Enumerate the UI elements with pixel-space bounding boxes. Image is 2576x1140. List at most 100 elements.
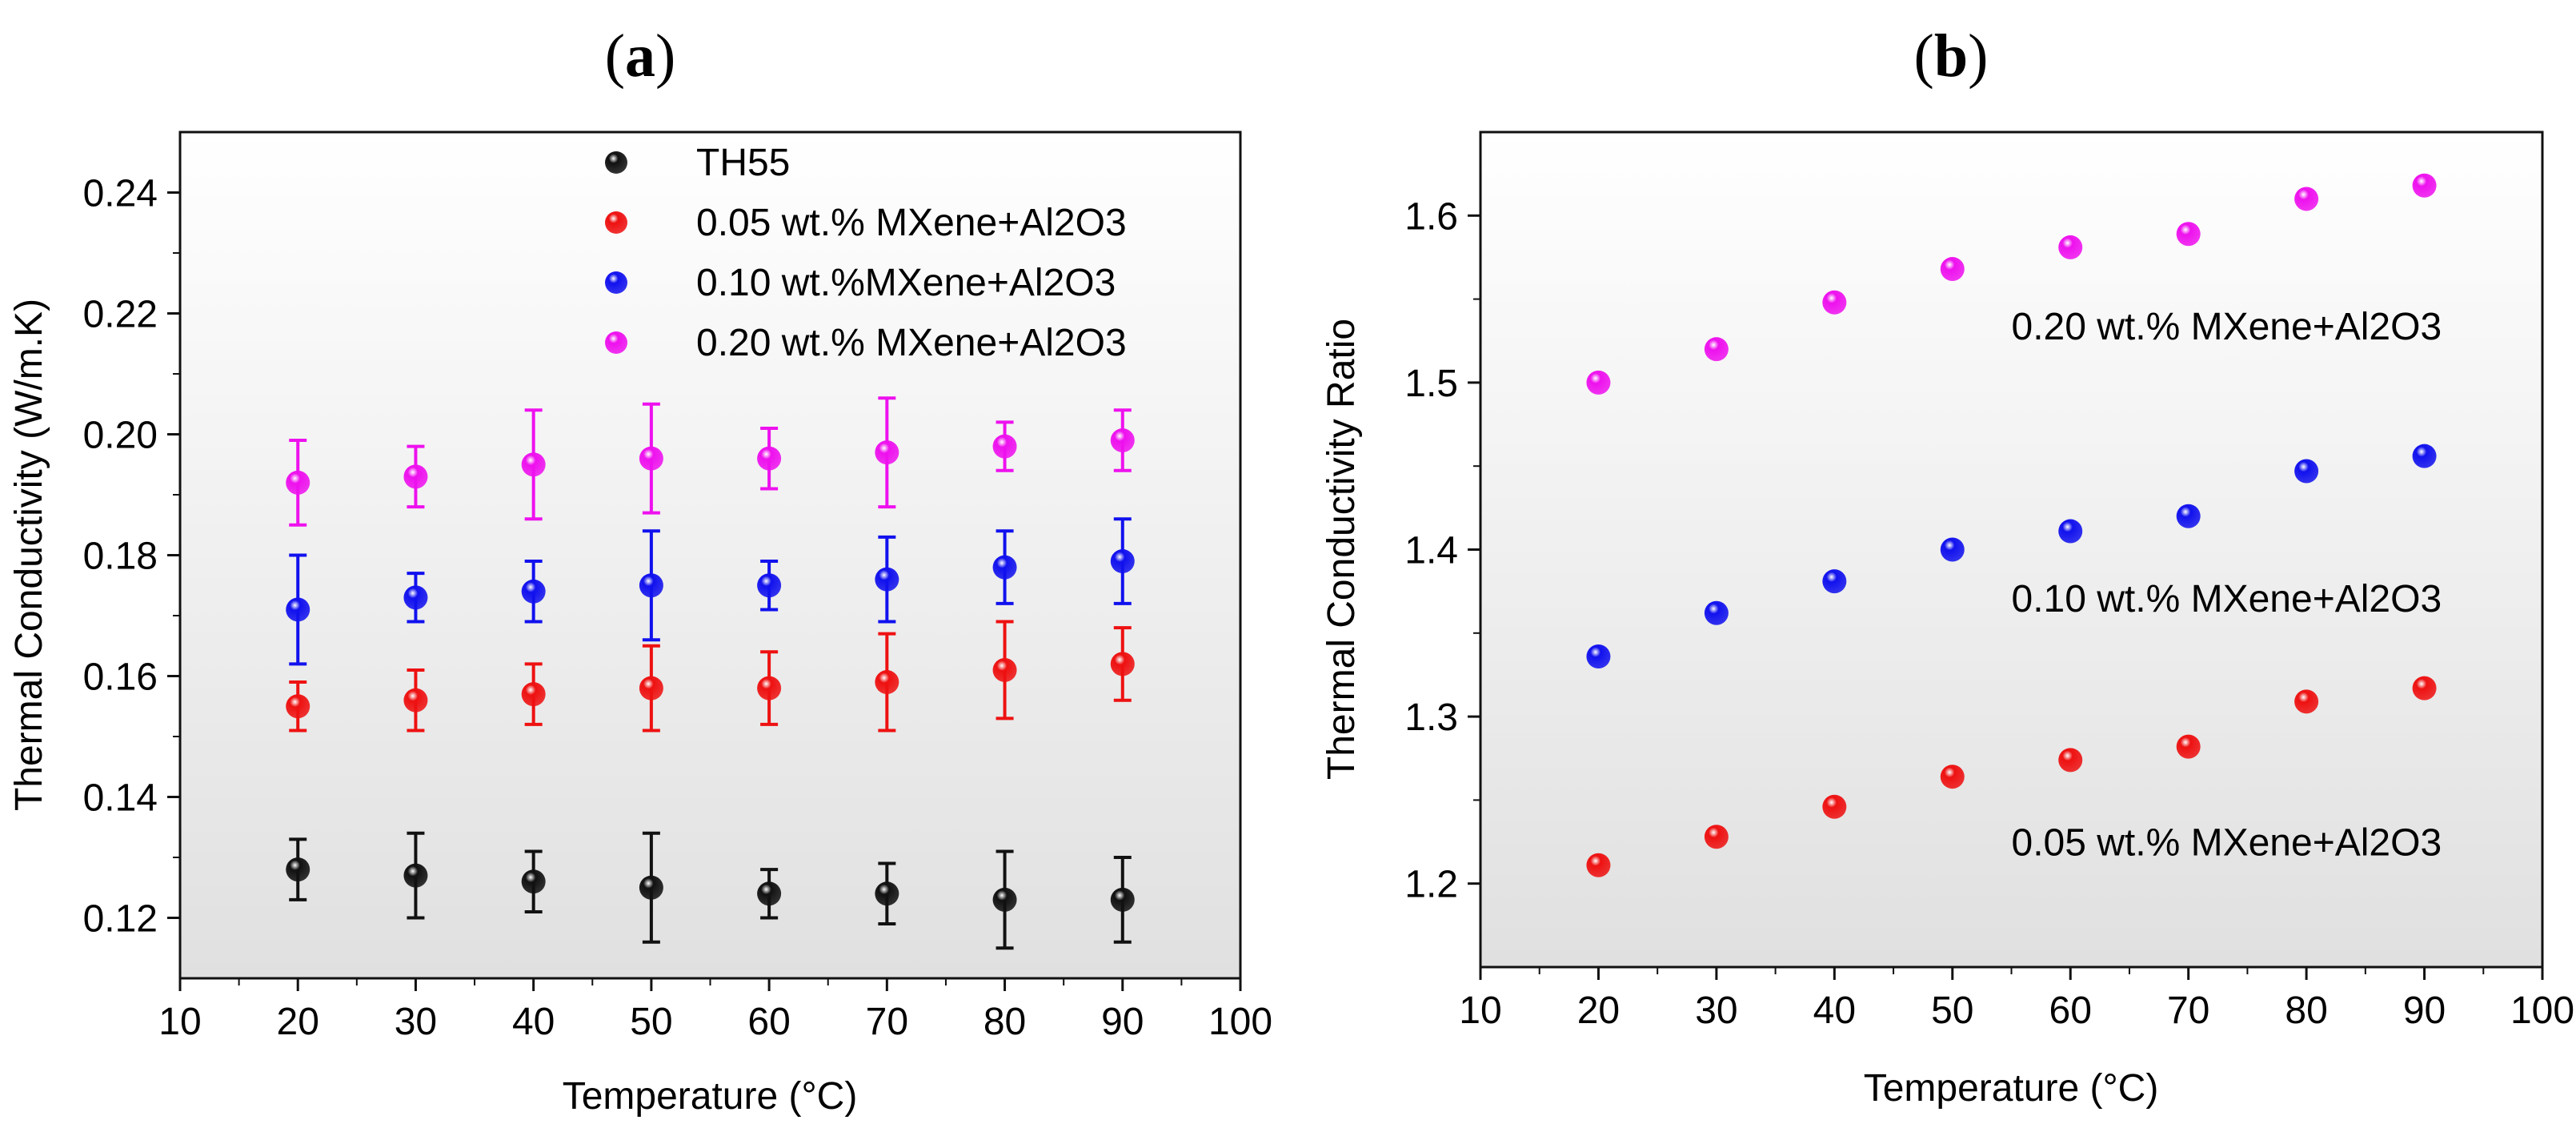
data-point-0-20-wt-mxene-al2o3: [1586, 370, 1611, 395]
panel-a-y-tick-label: 0.24: [83, 173, 158, 215]
data-point-0-20-wt-mxene-al2o3: [639, 446, 663, 471]
data-point-0-05-wt-mxene-al2o3: [2176, 734, 2201, 759]
data-point-th55: [757, 881, 782, 906]
data-point-0-05-wt-mxene-al2o3: [639, 676, 663, 700]
panel-b-points: [1586, 173, 2437, 877]
panel-a-x-tick-label: 60: [747, 1001, 790, 1043]
data-point-0-05-wt-mxene-al2o3: [2412, 676, 2437, 700]
panel-a-x-tick-label: 10: [158, 1001, 201, 1043]
data-point-0-05-wt-mxene-al2o3: [1110, 652, 1135, 676]
panel-a-ticks: 10 20 30 40 50 60 70 80 90 100 0.12 0.14 0.16 0.18 0.2…: [83, 173, 1272, 1044]
panel-a-x-tick-label: 30: [395, 1001, 437, 1043]
data-point-0-20-wt-mxene-al2o3: [2294, 187, 2319, 211]
data-point-0-10-wt-mxene-al2o3: [1822, 569, 1847, 594]
legend-label: 0.10 wt.%MXene+Al2O3: [696, 262, 1116, 304]
series-label-0-20-wt-mxene-al2o3: 0.20 wt.% MXene+Al2O3: [2012, 306, 2442, 348]
series-label-0-10-wt-mxene-al2o3: 0.10 wt.% MXene+Al2O3: [2012, 578, 2442, 620]
panel-b-x-tick-label: 50: [1931, 989, 1973, 1032]
data-point-0-10-wt-mxene-al2o3: [1940, 537, 1965, 562]
data-point-0-05-wt-mxene-al2o3: [521, 682, 546, 707]
legend-label: TH55: [696, 142, 790, 184]
panel-a-y-tick-label: 0.14: [83, 777, 158, 820]
panel-b-plot-area: [1480, 132, 2542, 967]
data-point-0-05-wt-mxene-al2o3: [992, 657, 1017, 682]
panel-b-x-tick-label: 90: [2403, 989, 2446, 1032]
panel-a-y-tick-label: 0.18: [83, 536, 158, 578]
panel-a-y-tick-label: 0.16: [83, 656, 158, 699]
data-point-0-20-wt-mxene-al2o3: [1940, 257, 1965, 282]
panel-a-x-tick-label: 100: [1208, 1001, 1272, 1043]
data-point-0-10-wt-mxene-al2o3: [992, 555, 1017, 580]
data-point-th55: [875, 881, 899, 906]
data-point-0-20-wt-mxene-al2o3: [1704, 337, 1729, 362]
series-label-0-05-wt-mxene-al2o3: 0.05 wt.% MXene+Al2O3: [2012, 822, 2442, 865]
data-point-0-20-wt-mxene-al2o3: [286, 470, 310, 495]
data-point-0-05-wt-mxene-al2o3: [1704, 825, 1729, 849]
data-point-0-10-wt-mxene-al2o3: [2412, 444, 2437, 468]
data-point-0-20-wt-mxene-al2o3: [1110, 428, 1135, 453]
panel-a-x-axis-title: Temperature (°C): [563, 1075, 858, 1118]
panel-a: (a) 10 20 30 40 50 60 70 80 90 100 0.12 0.14 0.16 0.1…: [8, 22, 1272, 1118]
panel-a-y-axis-title: Thermal Conductivity (W/m.K): [8, 299, 50, 811]
data-point-0-20-wt-mxene-al2o3: [992, 434, 1017, 459]
panel-a-x-tick-label: 20: [277, 1001, 319, 1043]
data-point-0-20-wt-mxene-al2o3: [403, 464, 428, 489]
panel-b-x-tick-label: 40: [1813, 989, 1856, 1032]
data-point-0-10-wt-mxene-al2o3: [1586, 644, 1611, 669]
panel-a-label: (a): [605, 22, 676, 90]
data-point-0-10-wt-mxene-al2o3: [286, 597, 310, 622]
data-point-0-10-wt-mxene-al2o3: [2294, 459, 2319, 484]
data-point-0-10-wt-mxene-al2o3: [639, 573, 663, 598]
data-point-0-10-wt-mxene-al2o3: [521, 579, 546, 604]
panel-b-x-tick-label: 20: [1577, 989, 1620, 1032]
panel-a-x-tick-label: 80: [984, 1001, 1026, 1043]
panel-b-x-tick-label: 100: [2510, 989, 2574, 1032]
panel-b-y-tick-label: 1.6: [1404, 195, 1458, 238]
panel-b-series-labels: 0.20 wt.% MXene+Al2O3 0.10 wt.% MXene+Al2…: [2012, 306, 2442, 865]
data-point-0-10-wt-mxene-al2o3: [2058, 519, 2083, 544]
legend-marker-th55: [605, 151, 627, 174]
data-point-0-10-wt-mxene-al2o3: [1704, 600, 1729, 625]
panel-b-label: (b): [1914, 22, 1989, 90]
panel-a-x-tick-label: 40: [512, 1001, 555, 1043]
data-point-0-20-wt-mxene-al2o3: [757, 446, 782, 471]
panel-b-x-tick-label: 60: [2049, 989, 2092, 1032]
panel-b-y-axis-title: Thermal Conductivity Ratio: [1320, 319, 1363, 780]
legend-label: 0.05 wt.% MXene+Al2O3: [696, 202, 1127, 244]
panel-b-x-tick-label: 10: [1459, 989, 1501, 1032]
data-point-th55: [521, 869, 546, 894]
data-point-0-10-wt-mxene-al2o3: [757, 573, 782, 598]
data-point-0-05-wt-mxene-al2o3: [1586, 853, 1611, 877]
panel-a-x-tick-label: 50: [630, 1001, 672, 1043]
panel-a-y-tick-label: 0.12: [83, 898, 158, 941]
legend-marker-0-20-wt-mxene-al2o3: [605, 331, 627, 354]
data-point-0-05-wt-mxene-al2o3: [875, 670, 899, 695]
panel-b-letter: b: [1934, 22, 1968, 90]
panel-b-ticks: 10 20 30 40 50 60 70 80 90 100 1.2 1.3 1.4 1.5 1.6: [1404, 195, 2574, 1032]
legend-marker-0-05-wt-mxene-al2o3: [605, 211, 627, 234]
panel-b-y-tick-label: 1.5: [1404, 363, 1458, 405]
data-point-0-05-wt-mxene-al2o3: [1822, 794, 1847, 819]
panel-a-letter: a: [625, 22, 655, 90]
panel-a-plot-area: [180, 132, 1240, 978]
panel-b-x-tick-label: 80: [2285, 989, 2327, 1032]
panel-b-x-axis-title: Temperature (°C): [1864, 1067, 2159, 1110]
data-point-0-05-wt-mxene-al2o3: [2294, 689, 2319, 714]
data-point-th55: [1110, 887, 1135, 912]
data-point-0-10-wt-mxene-al2o3: [1110, 549, 1135, 574]
panel-b-y-tick-label: 1.4: [1404, 530, 1458, 572]
data-point-0-10-wt-mxene-al2o3: [2176, 504, 2201, 528]
legend-marker-0-10-wt-mxene-al2o3: [605, 271, 627, 294]
data-point-0-20-wt-mxene-al2o3: [2412, 173, 2437, 198]
panel-b-y-tick-label: 1.3: [1404, 696, 1458, 739]
data-point-0-05-wt-mxene-al2o3: [1940, 765, 1965, 789]
data-point-0-05-wt-mxene-al2o3: [403, 688, 428, 712]
data-point-th55: [992, 887, 1017, 912]
data-point-0-05-wt-mxene-al2o3: [2058, 748, 2083, 773]
legend-label: 0.20 wt.% MXene+Al2O3: [696, 322, 1127, 364]
panel-b-x-tick-label: 70: [2167, 989, 2209, 1032]
data-point-0-05-wt-mxene-al2o3: [286, 694, 310, 719]
data-point-th55: [403, 863, 428, 888]
data-point-0-20-wt-mxene-al2o3: [2058, 235, 2083, 259]
